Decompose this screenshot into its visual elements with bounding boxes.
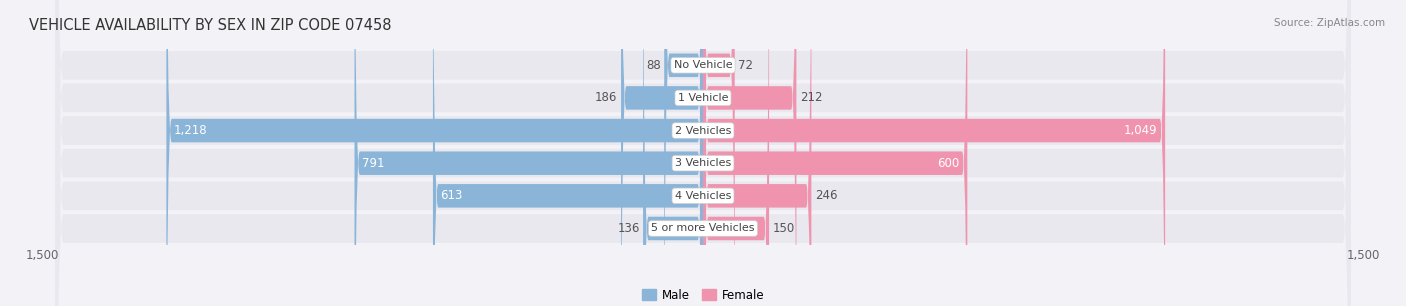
Text: 72: 72: [738, 59, 754, 72]
FancyBboxPatch shape: [55, 0, 1351, 306]
Text: 136: 136: [617, 222, 640, 235]
FancyBboxPatch shape: [703, 0, 967, 306]
FancyBboxPatch shape: [433, 0, 703, 306]
FancyBboxPatch shape: [55, 0, 1351, 306]
Text: 150: 150: [773, 222, 794, 235]
FancyBboxPatch shape: [703, 0, 1166, 306]
FancyBboxPatch shape: [703, 0, 735, 306]
Text: 613: 613: [440, 189, 463, 202]
Text: 1,218: 1,218: [174, 124, 208, 137]
FancyBboxPatch shape: [354, 0, 703, 306]
Text: 2 Vehicles: 2 Vehicles: [675, 125, 731, 136]
Text: 791: 791: [361, 157, 384, 170]
Text: 1 Vehicle: 1 Vehicle: [678, 93, 728, 103]
Text: VEHICLE AVAILABILITY BY SEX IN ZIP CODE 07458: VEHICLE AVAILABILITY BY SEX IN ZIP CODE …: [30, 18, 391, 33]
Text: 600: 600: [938, 157, 960, 170]
Text: No Vehicle: No Vehicle: [673, 60, 733, 70]
FancyBboxPatch shape: [166, 0, 703, 306]
FancyBboxPatch shape: [703, 0, 769, 306]
Text: 5 or more Vehicles: 5 or more Vehicles: [651, 223, 755, 233]
Text: 186: 186: [595, 91, 617, 104]
Legend: Male, Female: Male, Female: [641, 289, 765, 302]
Text: 246: 246: [815, 189, 838, 202]
FancyBboxPatch shape: [55, 0, 1351, 306]
Text: 4 Vehicles: 4 Vehicles: [675, 191, 731, 201]
Text: 88: 88: [645, 59, 661, 72]
FancyBboxPatch shape: [664, 0, 703, 306]
FancyBboxPatch shape: [643, 0, 703, 306]
FancyBboxPatch shape: [621, 0, 703, 306]
Text: 3 Vehicles: 3 Vehicles: [675, 158, 731, 168]
FancyBboxPatch shape: [55, 0, 1351, 306]
FancyBboxPatch shape: [55, 0, 1351, 306]
FancyBboxPatch shape: [703, 0, 811, 306]
Text: 212: 212: [800, 91, 823, 104]
FancyBboxPatch shape: [703, 0, 796, 306]
Text: 1,049: 1,049: [1123, 124, 1157, 137]
FancyBboxPatch shape: [55, 0, 1351, 306]
Text: Source: ZipAtlas.com: Source: ZipAtlas.com: [1274, 18, 1385, 28]
